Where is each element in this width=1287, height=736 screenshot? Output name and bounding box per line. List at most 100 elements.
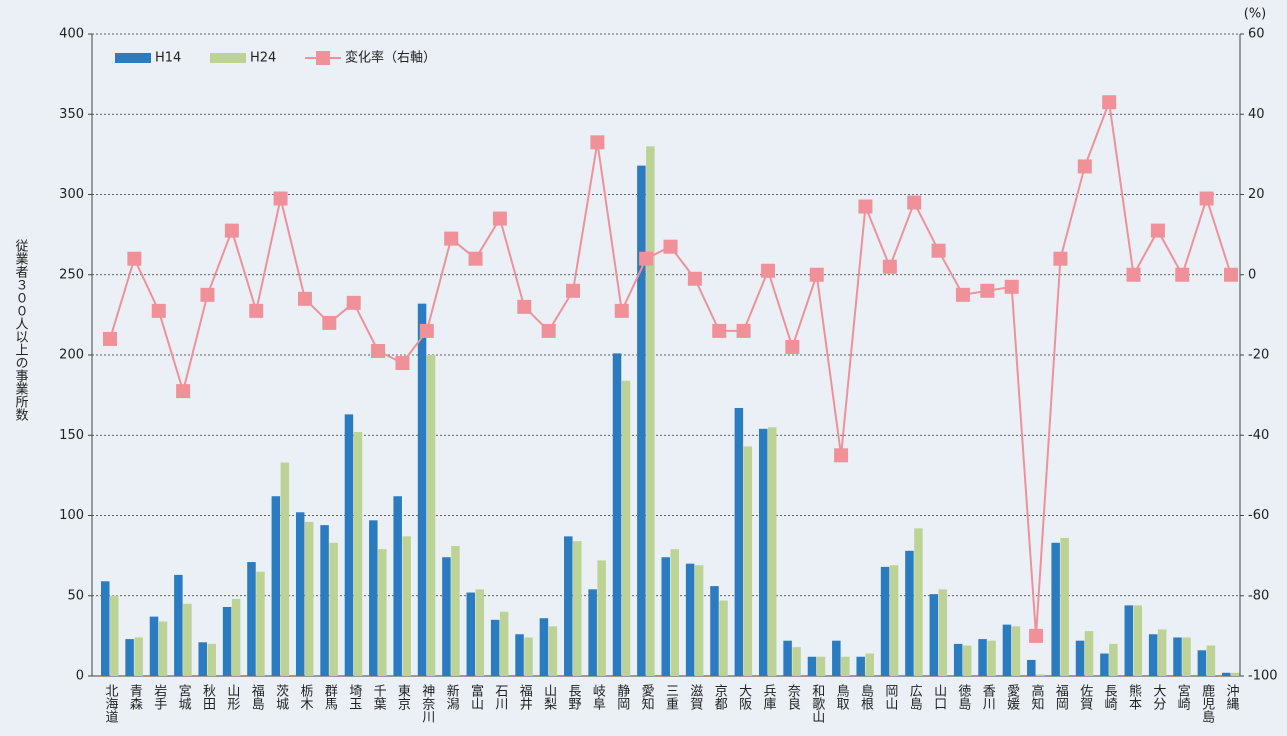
bar <box>807 656 817 676</box>
bar <box>271 496 281 676</box>
bar <box>304 521 314 676</box>
bar <box>320 525 329 676</box>
bar <box>564 536 573 676</box>
y-tick-label: 0 <box>76 669 84 684</box>
bar <box>393 496 402 676</box>
line-marker <box>858 199 873 214</box>
bar <box>646 146 655 677</box>
line-marker <box>322 315 337 330</box>
bar <box>101 581 110 676</box>
x-tick-label: 長崎 <box>1102 684 1118 710</box>
x-tick-label: 長野 <box>566 684 582 710</box>
bar <box>637 165 646 677</box>
line-marker <box>224 223 239 238</box>
bar <box>938 589 948 676</box>
bar <box>1036 674 1045 676</box>
bar <box>1157 629 1167 676</box>
line-marker <box>151 303 166 318</box>
bar <box>222 606 232 676</box>
bar <box>475 589 485 676</box>
y2-tick-label: -20 <box>1248 348 1269 363</box>
line-marker <box>419 323 434 338</box>
line-marker <box>468 251 483 266</box>
bar <box>466 592 476 676</box>
x-tick-label: 岩手 <box>151 684 167 710</box>
bar <box>1231 672 1240 676</box>
x-tick-label: 香川 <box>980 684 996 710</box>
line-marker <box>517 299 532 314</box>
bar <box>548 626 558 676</box>
bar <box>451 545 460 676</box>
x-tick-label: 石川 <box>492 684 508 710</box>
bar <box>344 414 354 676</box>
line-marker <box>541 323 556 338</box>
y-axis-title: 従業者３００人以上の事業所数 <box>13 239 29 421</box>
x-tick-label: 山梨 <box>541 684 557 710</box>
line-marker <box>1175 267 1190 282</box>
x-tick-label: 群馬 <box>322 684 338 710</box>
bar <box>1051 542 1060 676</box>
bar <box>490 619 500 676</box>
legend-swatch <box>316 51 330 65</box>
bar <box>832 640 841 676</box>
bar <box>1148 634 1158 676</box>
bar <box>987 640 996 676</box>
bar <box>661 557 670 676</box>
x-tick-label: 三重 <box>663 684 679 710</box>
x-tick-label: 福井 <box>517 684 533 711</box>
bar <box>198 642 207 676</box>
x-tick-label: 富山 <box>468 683 483 710</box>
x-tick-label: 東京 <box>395 683 411 710</box>
bar <box>158 621 168 676</box>
x-tick-label: 徳島 <box>955 684 971 710</box>
bar <box>1222 672 1231 676</box>
bar <box>905 550 914 676</box>
x-tick-label: 岡山 <box>882 684 897 710</box>
line-marker <box>1102 95 1117 110</box>
bar <box>670 549 679 676</box>
bar <box>685 563 695 676</box>
bar <box>710 586 719 676</box>
line-marker <box>809 267 824 282</box>
y2-tick-label: -40 <box>1248 428 1269 443</box>
line-marker <box>882 259 897 274</box>
x-tick-label: 岐阜 <box>590 684 606 710</box>
bar <box>743 446 753 676</box>
line-marker <box>931 243 946 258</box>
line-marker <box>200 287 215 302</box>
bar <box>1075 640 1085 676</box>
bar <box>694 565 704 676</box>
bar <box>1133 605 1143 676</box>
line-marker <box>273 191 288 206</box>
y-tick-label: 300 <box>59 187 84 202</box>
bar <box>1182 637 1191 676</box>
line-marker <box>1224 267 1238 282</box>
bar <box>231 598 241 676</box>
x-tick-label: 島根 <box>858 684 874 710</box>
bar <box>929 594 939 676</box>
line-marker <box>907 195 922 210</box>
line-marker <box>103 331 117 346</box>
x-tick-label: 高知 <box>1029 683 1045 710</box>
bar <box>962 645 972 676</box>
x-tick-label: 熊本 <box>1126 683 1142 710</box>
y2-tick-label: 20 <box>1248 187 1265 202</box>
bar <box>597 560 606 676</box>
bar <box>865 653 874 676</box>
bar <box>247 562 256 676</box>
x-tick-label: 大阪 <box>736 684 752 711</box>
bar <box>1206 645 1216 676</box>
bar <box>442 557 451 676</box>
line-marker <box>127 251 142 266</box>
x-tick-label: 京都 <box>712 684 728 710</box>
line-marker <box>371 343 386 358</box>
bar <box>329 542 338 676</box>
y2-tick-label: 0 <box>1248 267 1256 282</box>
x-tick-label: 埼玉 <box>346 684 362 710</box>
bar <box>256 571 265 676</box>
x-tick-label: 鹿児島 <box>1199 683 1215 723</box>
y2-tick-label: 40 <box>1248 107 1265 122</box>
line-marker <box>712 323 727 338</box>
bar <box>1173 637 1182 676</box>
